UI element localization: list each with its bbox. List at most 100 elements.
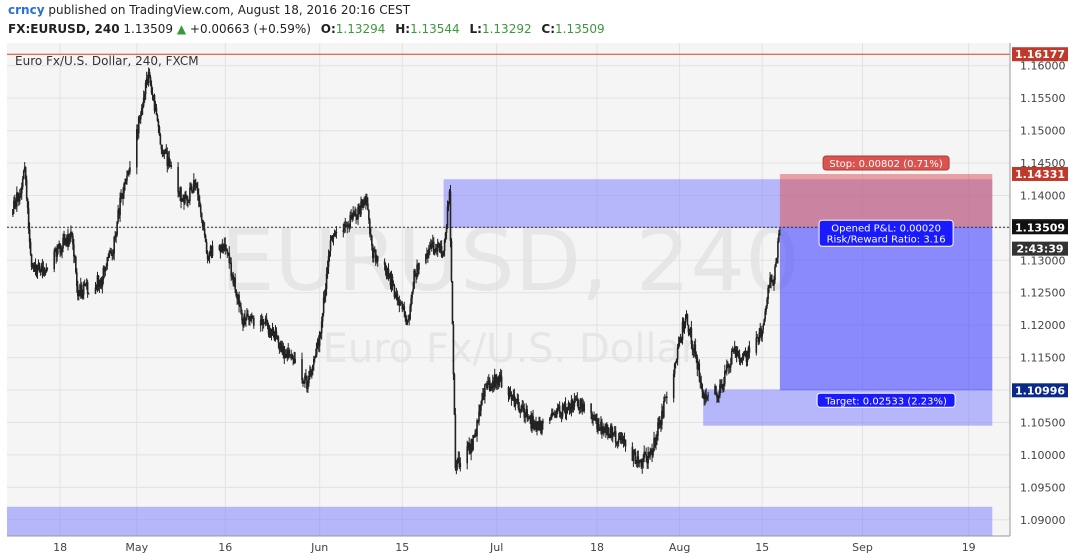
candle-body: [567, 403, 570, 411]
candle-body: [723, 383, 725, 390]
candle-body: [653, 438, 655, 451]
candle-body: [558, 405, 561, 413]
candle-body: [190, 186, 192, 188]
candle-body: [103, 267, 106, 272]
candle-body: [622, 439, 625, 442]
candle-body: [289, 354, 291, 356]
candle-body: [290, 354, 292, 356]
position-labels: Stop: 0.00802 (0.71%) Opened P&L: 0.00020…: [816, 155, 956, 408]
candle-body: [494, 374, 497, 384]
price-axis-panel[interactable]: [1010, 43, 1069, 536]
candle-body: [457, 458, 460, 461]
candle-body: [731, 349, 734, 352]
author-name[interactable]: crncy: [8, 3, 45, 17]
candle-body: [564, 403, 567, 415]
candle-body: [39, 268, 42, 272]
candle-body: [450, 240, 453, 282]
candle-body: [266, 321, 269, 327]
candle-body: [664, 397, 666, 402]
candle-body: [231, 274, 233, 277]
candle-body: [288, 349, 291, 356]
symbol-label: FX:EURUSD, 240: [8, 22, 120, 36]
candle-body: [156, 115, 159, 121]
candle-body: [737, 354, 740, 357]
candle-body: [523, 408, 526, 418]
candle-body: [777, 241, 779, 258]
candle-body: [700, 381, 703, 385]
candle-body: [241, 312, 243, 321]
candle-body: [390, 276, 393, 286]
candle-body: [440, 245, 443, 257]
candle-body: [165, 149, 168, 153]
candle-body: [294, 359, 296, 364]
candle-body: [143, 94, 146, 98]
candle-body: [640, 459, 643, 467]
candle-body: [540, 422, 542, 434]
low-label: L:: [469, 22, 482, 36]
candle-body: [609, 425, 612, 438]
candle-body: [524, 414, 527, 418]
time-axis-panel[interactable]: [0, 536, 1069, 560]
price-axis-tag-text: 1.13509: [1015, 221, 1065, 234]
candle-body: [291, 354, 293, 359]
candle-body: [24, 167, 27, 180]
price-axis-tag: 1.13509: [1012, 220, 1068, 235]
candle-body: [706, 396, 708, 399]
stop-label-bg: [822, 155, 950, 171]
candle-body: [209, 246, 212, 252]
candle-body: [164, 149, 167, 154]
candle-body: [97, 275, 100, 287]
candle-body: [43, 268, 46, 275]
candle-body: [376, 256, 379, 262]
candle-body: [726, 364, 728, 372]
candle-body: [649, 452, 651, 457]
candle-body: [113, 237, 115, 254]
candle-body: [368, 209, 370, 220]
candle-body: [417, 264, 419, 270]
candle-body: [23, 167, 26, 171]
candle-body: [554, 413, 557, 418]
candle-body: [237, 295, 239, 300]
candle-body: [514, 399, 517, 407]
candle-body: [333, 235, 336, 236]
candle-body: [612, 433, 615, 435]
short-position-tool[interactable]: [779, 173, 993, 391]
candle-body: [736, 350, 739, 357]
close-label: C:: [541, 22, 556, 36]
candle-body: [162, 151, 165, 155]
candle-body: [745, 352, 748, 362]
price-tick-label: 1.10500: [1020, 416, 1066, 429]
candle-body: [485, 384, 487, 386]
candle-body: [446, 206, 449, 226]
candle-body: [325, 273, 328, 290]
candle-body: [568, 403, 571, 408]
candle-body: [146, 78, 149, 83]
candle-body: [270, 331, 273, 337]
candle-body: [499, 374, 502, 377]
candle-body: [521, 405, 524, 407]
candle-body: [128, 171, 130, 173]
candle-body: [472, 435, 474, 450]
candle-body: [138, 116, 141, 120]
candle-body: [415, 273, 417, 278]
price-tick-label: 1.10000: [1020, 449, 1066, 462]
candle-body: [624, 439, 627, 447]
candle-body: [695, 353, 698, 358]
candle-body: [549, 417, 552, 419]
candle-body: [285, 353, 288, 355]
candle-body: [658, 422, 660, 425]
candle-body: [245, 318, 247, 321]
price-axis-tag: 1.10996: [1012, 383, 1068, 398]
candle-body: [384, 264, 387, 272]
candle-body: [318, 332, 321, 347]
candle-body: [607, 427, 609, 435]
candle-body: [652, 450, 654, 456]
candle-body: [511, 396, 514, 400]
candle-body: [575, 398, 578, 400]
candle-body: [516, 398, 519, 400]
candle-body: [683, 322, 686, 330]
candle-body: [636, 456, 639, 462]
candle-body: [126, 175, 128, 181]
candle-body: [598, 424, 600, 429]
